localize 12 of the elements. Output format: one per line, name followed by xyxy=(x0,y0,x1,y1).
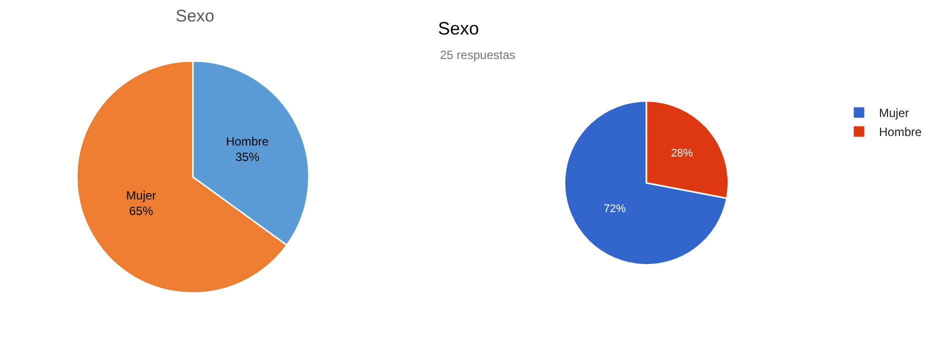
data-label: 65% xyxy=(129,204,154,218)
slice-label: Hombre xyxy=(226,134,270,148)
data-label: 72% xyxy=(604,203,626,216)
data-label: 28% xyxy=(670,147,694,160)
pie-slice xyxy=(564,100,728,266)
legend-label: Hombre xyxy=(879,125,922,140)
data-label: 35% xyxy=(235,150,260,164)
chart-title: Sexo xyxy=(438,18,480,38)
chart-title: Sexo xyxy=(176,6,214,26)
legend-label: Mujer xyxy=(879,106,910,120)
slice-label: Mujer xyxy=(126,188,156,203)
chart-subtitle: 25 respuestas xyxy=(440,48,516,62)
